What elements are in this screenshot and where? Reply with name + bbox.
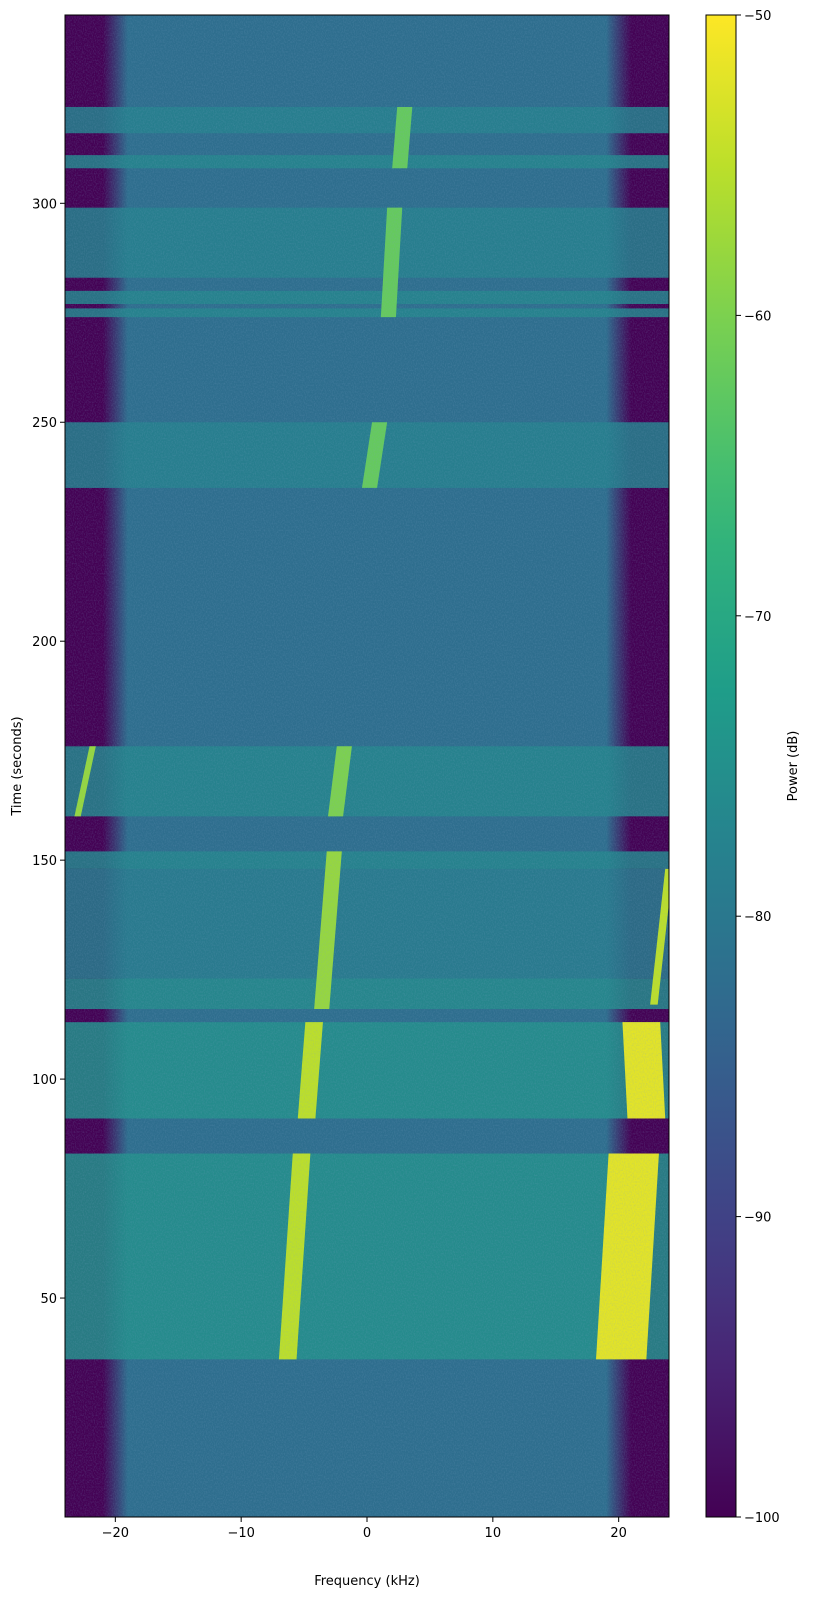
colorbar-tick-label: −100 bbox=[744, 1511, 780, 1526]
y-tick-label: 250 bbox=[32, 416, 57, 431]
colorbar bbox=[705, 14, 737, 1518]
colorbar-tick-label: −80 bbox=[744, 910, 771, 925]
x-tick-label: 10 bbox=[485, 1526, 502, 1541]
x-tick-label: 0 bbox=[363, 1526, 371, 1541]
x-tick-label: 20 bbox=[610, 1526, 627, 1541]
y-tick-label: 200 bbox=[32, 635, 57, 650]
y-axis-label: Time (seconds) bbox=[10, 716, 25, 816]
y-tick-label: 300 bbox=[32, 197, 57, 212]
colorbar-tick-label: −70 bbox=[744, 610, 771, 625]
noise-texture bbox=[65, 15, 669, 1517]
y-tick-label: 50 bbox=[40, 1292, 57, 1307]
x-tick-label: −10 bbox=[227, 1526, 254, 1541]
colorbar-tick-label: −60 bbox=[744, 309, 771, 324]
y-tick-label: 100 bbox=[32, 1073, 57, 1088]
x-tick-label: −20 bbox=[102, 1526, 129, 1541]
colorbar-tick-label: −90 bbox=[744, 1211, 771, 1226]
y-tick-label: 150 bbox=[32, 854, 57, 869]
colorbar-label: Power (dB) bbox=[786, 731, 801, 802]
x-axis-label: Frequency (kHz) bbox=[314, 1574, 420, 1589]
colorbar-tick-label: −50 bbox=[744, 9, 771, 24]
